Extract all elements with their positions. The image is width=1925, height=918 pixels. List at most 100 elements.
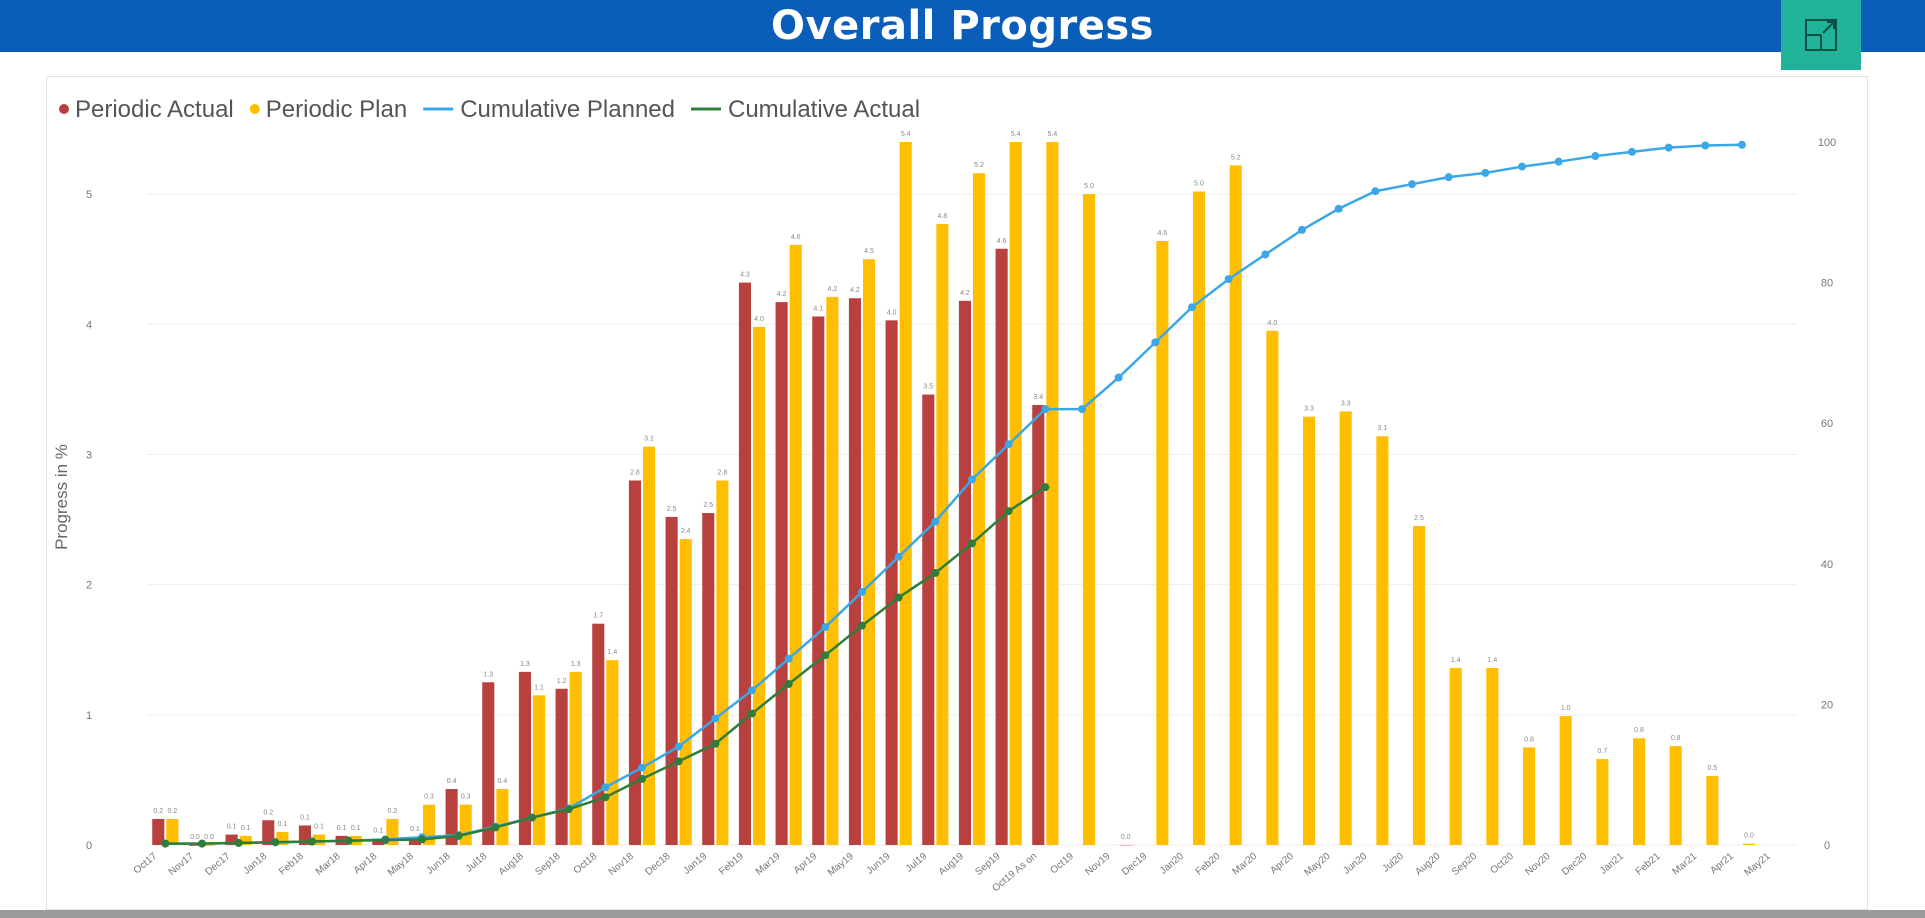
expand-button[interactable]: [1781, 0, 1861, 70]
x-tick-label: Oct18: [572, 851, 600, 877]
data-label: 0.2: [168, 808, 178, 815]
data-label: 0.1: [410, 826, 420, 833]
data-label: 0.1: [337, 825, 347, 832]
bar-periodic-plan: [569, 671, 582, 845]
x-tick-label: Jul18: [464, 851, 490, 875]
legend-label: Cumulative Actual: [728, 96, 920, 123]
y-tick-label: 3: [86, 449, 92, 461]
data-label-layer: 0.2 0.0 0.1 0.2 0.1 0.1 0.1 0.1 0.4 1.3 1.3 1.2 1.7 2…: [153, 131, 1754, 841]
point-cumulative-planned: [1004, 440, 1013, 449]
title-bar: Overall Progress: [0, 0, 1925, 52]
x-tick-label: Jan21: [1598, 851, 1626, 877]
bar-periodic-actual: [775, 302, 788, 845]
point-cumulative-actual: [638, 774, 646, 783]
data-label: 2.5: [667, 506, 677, 513]
x-tick-label: Apr18: [352, 851, 380, 877]
line-cumulative-planned: [165, 143, 1743, 845]
bar-periodic-actual: [922, 394, 935, 845]
data-label: 5.4: [1011, 131, 1021, 138]
bar-periodic-plan: [1303, 416, 1316, 845]
bar-periodic-actual: [482, 682, 495, 845]
y-tick-label: 2: [86, 580, 92, 592]
bar-periodic-plan: [753, 326, 766, 845]
x-tick-label: Apr21: [1708, 851, 1736, 877]
x-tick-label: Jun19: [865, 851, 893, 877]
data-label: 5.2: [1231, 154, 1241, 161]
bar-periodic-actual: [628, 480, 641, 845]
data-label: 4.2: [850, 287, 860, 294]
x-tick-label: Oct17: [132, 851, 160, 877]
x-tick-label: Mar18: [314, 851, 343, 878]
point-cumulative-planned: [1298, 225, 1306, 234]
bar-periodic-actual: [885, 320, 898, 845]
data-label: 0.2: [388, 808, 398, 815]
point-cumulative-planned: [821, 623, 830, 632]
point-cumulative-planned: [1701, 141, 1710, 150]
point-cumulative-planned: [1664, 143, 1673, 152]
point-cumulative-planned: [748, 686, 756, 695]
x-tick-label: Jul20: [1381, 851, 1407, 875]
bar-periodic-actual: [555, 688, 568, 845]
data-label: 0.3: [461, 794, 471, 801]
y-tick-label: 1: [86, 710, 92, 722]
bar-periodic-plan: [1046, 142, 1059, 845]
data-label: 1.1: [534, 684, 544, 691]
point-cumulative-actual: [674, 757, 683, 766]
x-tick-label: May21: [1743, 851, 1773, 879]
legend-marker: [59, 104, 69, 114]
data-label: 3.3: [1341, 400, 1351, 407]
x-tick-label: Dec17: [203, 851, 233, 878]
point-cumulative-planned: [601, 783, 610, 792]
data-label: 3.1: [644, 436, 654, 443]
point-cumulative-actual: [308, 837, 316, 846]
point-cumulative-planned: [968, 475, 976, 484]
point-cumulative-actual: [894, 593, 903, 602]
x-tick-label: Apr20: [1268, 851, 1296, 877]
data-label: 4.0: [754, 316, 764, 323]
bar-periodic-plan: [1083, 194, 1096, 845]
data-label: 1.3: [520, 661, 530, 668]
data-label: 4.0: [887, 309, 897, 316]
bar-periodic-actual: [995, 248, 1008, 846]
point-cumulative-planned: [1628, 147, 1636, 156]
point-cumulative-actual: [968, 539, 976, 548]
point-cumulative-actual: [784, 680, 793, 689]
bar-periodic-plan: [1229, 165, 1242, 845]
x-tick-label: Mar19: [754, 851, 783, 878]
point-cumulative-actual: [711, 739, 720, 748]
point-cumulative-planned: [894, 552, 903, 561]
point-cumulative-actual: [564, 805, 573, 814]
y2-tick-label: 0: [1824, 840, 1830, 852]
page-title: Overall Progress: [771, 3, 1154, 49]
y2-tick-label: 100: [1818, 137, 1836, 149]
bar-periodic-actual: [445, 789, 458, 845]
bar-periodic-plan: [1009, 142, 1022, 845]
bar-periodic-plan: [1559, 716, 1572, 845]
bar-periodic-actual: [702, 513, 715, 845]
data-label: 4.6: [1158, 230, 1168, 237]
data-label: 0.0: [1121, 834, 1131, 841]
x-tick-label: Jun20: [1341, 851, 1369, 877]
data-label: 0.5: [1708, 765, 1718, 772]
point-cumulative-actual: [748, 709, 756, 718]
point-cumulative-actual: [271, 838, 280, 847]
y2-tick-label: 60: [1821, 418, 1833, 430]
point-cumulative-planned: [1591, 152, 1600, 161]
bar-periodic-actual: [848, 298, 861, 845]
data-label: 0.4: [498, 778, 508, 785]
data-label: 2.8: [718, 469, 728, 476]
x-tick-label: Oct20: [1488, 851, 1516, 877]
x-tick-label: Sep19: [973, 851, 1003, 878]
bar-periodic-plan: [1486, 667, 1499, 845]
data-label: 0.2: [153, 808, 163, 815]
bar-periodic-actual: [592, 623, 605, 845]
point-cumulative-actual: [198, 839, 206, 848]
bar-periodic-plan: [1633, 738, 1646, 845]
data-label: 2.4: [681, 528, 691, 535]
data-label: 1.3: [571, 661, 581, 668]
data-label: 4.0: [1268, 320, 1278, 327]
data-label: 0.1: [351, 825, 361, 832]
bar-periodic-plan: [1266, 330, 1279, 845]
bar-periodic-actual: [738, 282, 751, 846]
point-cumulative-planned: [1554, 157, 1563, 166]
